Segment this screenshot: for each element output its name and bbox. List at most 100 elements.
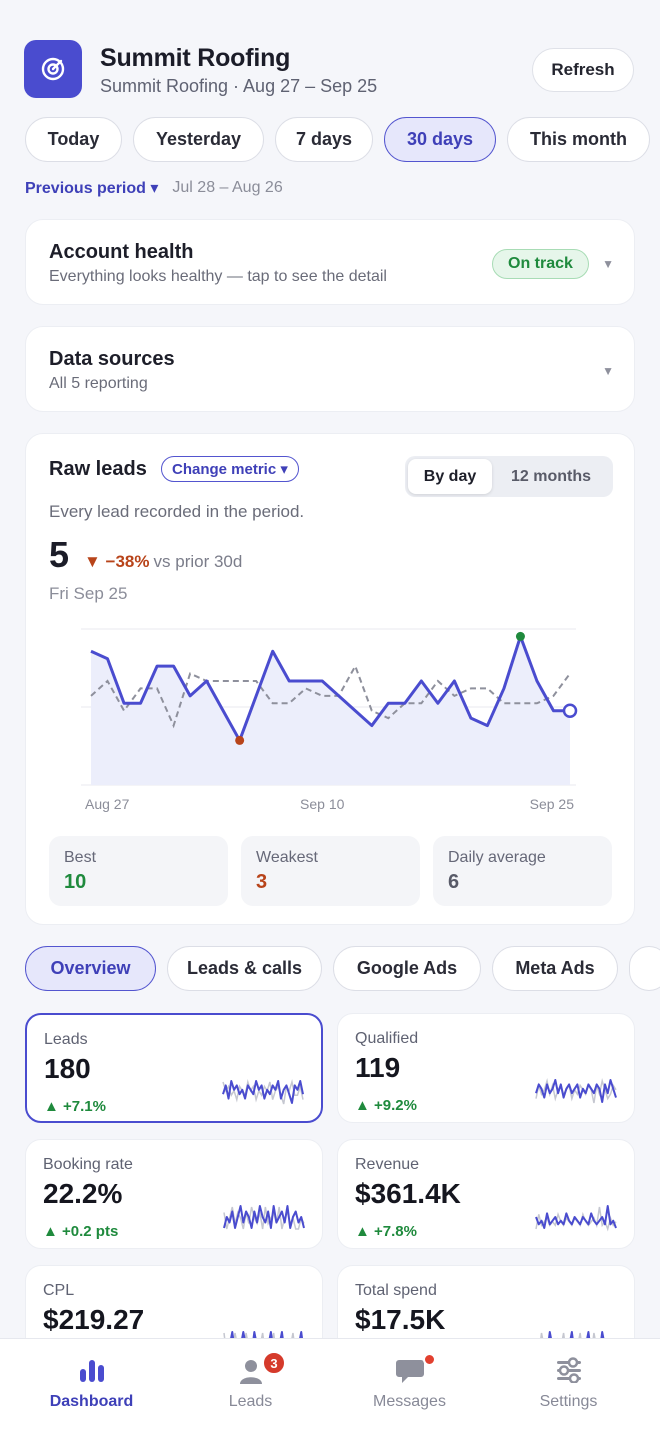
chart-title: Raw leads bbox=[49, 458, 147, 480]
range-chip-yesterday[interactable]: Yesterday bbox=[133, 117, 264, 162]
refresh-button[interactable]: Refresh bbox=[532, 48, 634, 92]
kpi-sparkline bbox=[223, 1205, 305, 1230]
x-tick-label: Sep 10 bbox=[300, 796, 345, 812]
series-current-line bbox=[90, 634, 570, 742]
kpi-value: $17.5K bbox=[355, 1304, 446, 1335]
tab-meta-ads[interactable]: Meta Ads bbox=[492, 946, 618, 991]
page-subtitle: Summit Roofing · Aug 27 – Sep 25 bbox=[100, 76, 378, 96]
kpi-value: $219.27 bbox=[43, 1304, 145, 1335]
stat-weakest-label: Weakest bbox=[256, 849, 318, 866]
tab-leads-calls[interactable]: Leads & calls bbox=[167, 946, 322, 991]
stat-weakest: Weakest 3 bbox=[241, 836, 420, 906]
data-sources-card[interactable]: Data sources All 5 reporting ▼ bbox=[25, 326, 635, 412]
sparkline-current bbox=[223, 1205, 305, 1229]
chevron-down-icon[interactable]: ▼ bbox=[602, 364, 614, 378]
kpi-value: 180 bbox=[44, 1053, 91, 1084]
delta-comparison: vs prior 30d bbox=[153, 552, 243, 571]
tab-google-ads[interactable]: Google Ads bbox=[333, 946, 481, 991]
kpi-delta: ▲ +7.8% bbox=[355, 1223, 417, 1240]
bar-chart-icon bbox=[79, 1360, 104, 1382]
stat-average-label: Daily average bbox=[448, 849, 546, 866]
data-sources-title: Data sources bbox=[49, 348, 175, 370]
x-tick-label: Sep 25 bbox=[530, 796, 575, 812]
x-tick-label: Aug 27 bbox=[85, 796, 130, 812]
bottom-navigation: Dashboard 3 Leads Messages bbox=[0, 1338, 660, 1430]
kpi-label: Booking rate bbox=[43, 1156, 133, 1173]
stat-average-value: 6 bbox=[448, 871, 460, 893]
nav-label: Messages bbox=[373, 1393, 446, 1410]
account-health-card[interactable]: Account health Everything looks healthy … bbox=[25, 219, 635, 305]
kpi-sparkline bbox=[222, 1079, 304, 1105]
kpi-delta: ▲ +9.2% bbox=[355, 1097, 417, 1114]
nav-item-dashboard[interactable]: Dashboard bbox=[9, 1339, 174, 1430]
sliders-icon bbox=[556, 1357, 581, 1383]
kpi-sparkline bbox=[535, 1205, 617, 1232]
raw-leads-card: Raw leads Change metric ▾ By day 12 mont… bbox=[25, 433, 635, 925]
kpi-value: 119 bbox=[355, 1052, 401, 1083]
range-chip-30-days[interactable]: 30 days bbox=[384, 117, 496, 162]
stat-weakest-value: 3 bbox=[256, 871, 268, 893]
view-toggle: By day 12 months bbox=[405, 456, 613, 497]
view-12-months-button[interactable]: 12 months bbox=[510, 467, 591, 485]
account-health-subtitle: Everything looks healthy — tap to see th… bbox=[49, 268, 387, 285]
kpi-card-leads[interactable]: Leads 180 ▲ +7.1% bbox=[25, 1013, 323, 1123]
kpi-label: Qualified bbox=[355, 1030, 419, 1047]
range-chip-today[interactable]: Today bbox=[25, 117, 122, 162]
compare-period-selector[interactable]: Previous period ▾ bbox=[25, 180, 159, 197]
kpi-label: CPL bbox=[43, 1282, 75, 1299]
weakest-point bbox=[235, 735, 245, 745]
delta-value: ▼ −38% bbox=[84, 552, 150, 571]
range-chip-this-month[interactable]: This month bbox=[507, 117, 650, 162]
stat-daily-average: Daily average 6 bbox=[433, 836, 612, 906]
change-metric-button[interactable]: Change metric ▾ bbox=[161, 456, 299, 482]
sparkline-current bbox=[535, 1079, 617, 1103]
nav-item-messages[interactable]: Messages bbox=[327, 1339, 492, 1430]
kpi-label: Total spend bbox=[355, 1282, 437, 1299]
nav-label: Settings bbox=[539, 1393, 598, 1410]
target-icon bbox=[41, 57, 65, 81]
nav-item-settings[interactable]: Settings bbox=[486, 1339, 651, 1430]
kpi-value: 22.2% bbox=[43, 1178, 123, 1209]
leads-line-chart[interactable]: Aug 27 Sep 10 Sep 25 bbox=[26, 614, 636, 824]
compare-period-dates: Jul 28 – Aug 26 bbox=[172, 179, 283, 196]
kpi-card-booking-rate[interactable]: Booking rate 22.2% ▲ +0.2 pts bbox=[25, 1139, 323, 1249]
sparkline-current bbox=[535, 1205, 617, 1229]
kpi-card-revenue[interactable]: Revenue $361.4K ▲ +7.8% bbox=[337, 1139, 635, 1249]
kpi-delta: ▲ +7.1% bbox=[44, 1098, 106, 1115]
notification-badge: 3 bbox=[262, 1351, 286, 1375]
sparkline-current bbox=[222, 1080, 304, 1104]
view-by-day-button[interactable]: By day bbox=[408, 459, 492, 494]
range-chip-7-days[interactable]: 7 days bbox=[275, 117, 373, 162]
selected-point[interactable] bbox=[562, 703, 578, 718]
current-value: 5 bbox=[49, 534, 70, 575]
chevron-down-icon[interactable]: ▼ bbox=[602, 257, 614, 271]
chat-bubble-icon bbox=[395, 1360, 424, 1383]
area-fill bbox=[91, 636, 570, 785]
kpi-label: Leads bbox=[44, 1031, 88, 1048]
stat-best: Best 10 bbox=[49, 836, 228, 906]
data-sources-subtitle: All 5 reporting bbox=[49, 375, 148, 392]
tab-overview[interactable]: Overview bbox=[25, 946, 156, 991]
tab-more[interactable] bbox=[629, 946, 660, 991]
series-prior-line bbox=[90, 663, 571, 729]
page-title: Summit Roofing bbox=[100, 44, 291, 72]
kpi-delta: ▲ +0.2 pts bbox=[43, 1223, 119, 1240]
kpi-card-qualified[interactable]: Qualified 119 ▲ +9.2% bbox=[337, 1013, 635, 1123]
unread-dot bbox=[423, 1353, 436, 1366]
status-badge: On track bbox=[492, 249, 589, 279]
chart-description: Every lead recorded in the period. bbox=[49, 502, 305, 521]
stat-best-label: Best bbox=[64, 849, 97, 866]
selected-date: Fri Sep 25 bbox=[49, 584, 128, 603]
kpi-value: $361.4K bbox=[355, 1178, 461, 1209]
nav-label: Dashboard bbox=[49, 1393, 134, 1410]
stat-best-value: 10 bbox=[64, 871, 87, 893]
user-icon bbox=[239, 1360, 262, 1384]
kpi-sparkline bbox=[535, 1078, 617, 1104]
kpi-label: Revenue bbox=[355, 1156, 420, 1173]
compare-period-row: Previous period ▾ Jul 28 – Aug 26 bbox=[25, 178, 283, 198]
nav-label: Leads bbox=[228, 1393, 273, 1410]
best-point bbox=[515, 631, 525, 641]
app-logo bbox=[24, 40, 82, 98]
nav-item-leads[interactable]: 3 Leads bbox=[168, 1339, 333, 1430]
